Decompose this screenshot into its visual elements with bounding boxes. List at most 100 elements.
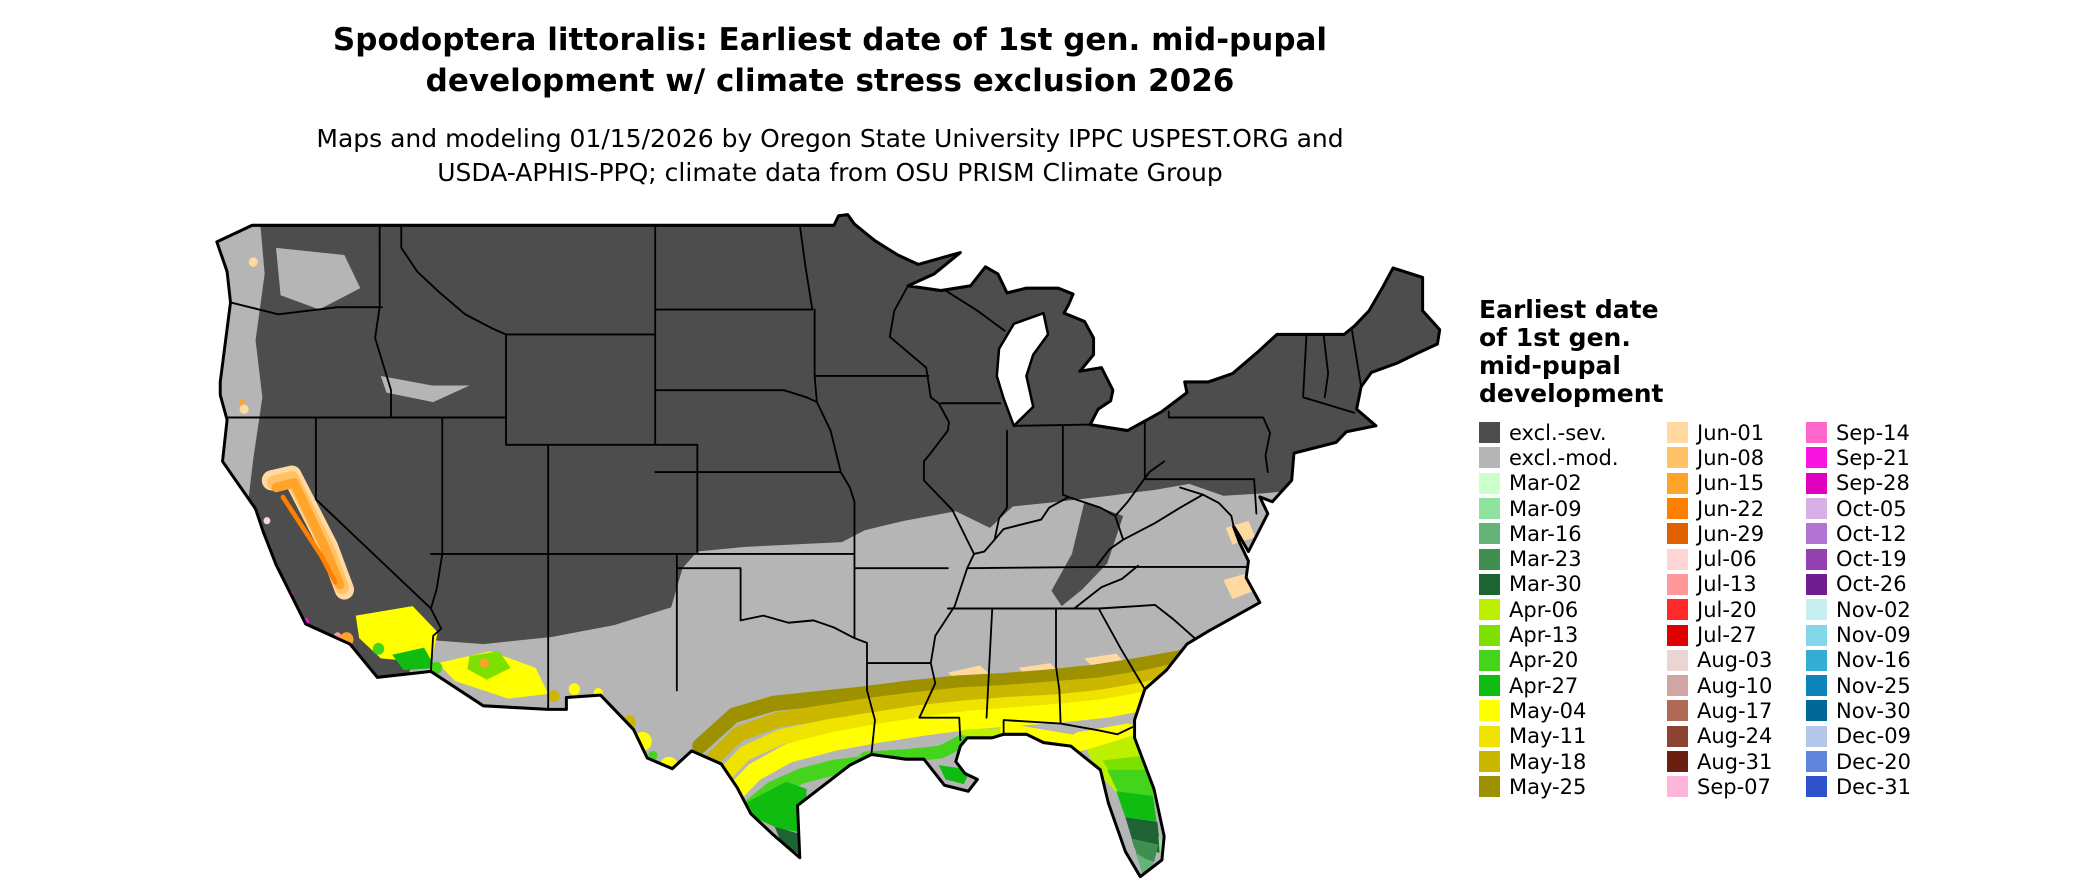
legend-label: Jun-01: [1697, 420, 1765, 445]
legend-title-line: mid-pupal: [1479, 351, 1621, 380]
legend-label: Mar-30: [1509, 572, 1582, 597]
legend-label: Oct-19: [1836, 547, 1907, 572]
legend-swatch-icon: [1806, 649, 1827, 671]
legend-swatch-icon: [1806, 751, 1827, 772]
page-subtitle: Maps and modeling 01/15/2026 by Oregon S…: [0, 122, 1660, 190]
legend-label: Mar-23: [1509, 547, 1582, 572]
legend-swatch-icon: [1806, 599, 1827, 621]
band-may04: [715, 691, 1153, 813]
legend-item: Nov-30: [1806, 698, 1911, 723]
legend-item: Nov-25: [1806, 673, 1911, 698]
legend-item: Jun-08: [1667, 445, 1772, 470]
band-may11: [708, 674, 1186, 792]
legend-item: Nov-16: [1806, 648, 1911, 673]
legend-swatch-icon: [1806, 422, 1827, 444]
legend-label: Jun-08: [1697, 445, 1765, 470]
legend-swatch-icon: [1667, 498, 1688, 520]
legend-title-line: of 1st gen.: [1479, 323, 1631, 352]
legend-swatch-icon: [1806, 725, 1827, 747]
region-fl-mar16: [1135, 852, 1154, 875]
legend-item: Oct-26: [1806, 572, 1911, 597]
legend-label: Aug-17: [1697, 698, 1773, 723]
legend-column-1: excl.-sev. excl.-mod. Mar-02 Mar-09 Mar-16 Ma…: [1479, 420, 1619, 799]
map-region-fills: [216, 214, 1440, 877]
legend-label: Oct-05: [1836, 496, 1907, 521]
legend-item: Jul-13: [1667, 572, 1772, 597]
legend-label: Aug-24: [1697, 724, 1773, 749]
band-nfl-yellow: [1070, 723, 1137, 751]
region-jun15-spot: [239, 399, 245, 406]
us-map-svg: [215, 213, 1442, 879]
legend-title: Earliest date of 1st gen. mid-pupal deve…: [1479, 296, 1664, 408]
legend-label: Sep-21: [1836, 445, 1910, 470]
legend-label: Oct-12: [1836, 521, 1907, 546]
band-ca-valley-jun22: [280, 494, 338, 585]
region-stx-mar30: [774, 826, 801, 856]
legend-label: Nov-02: [1836, 597, 1911, 622]
legend-item: Jul-06: [1667, 546, 1772, 571]
legend-swatch-icon: [1479, 599, 1500, 621]
legend-item: Aug-17: [1667, 698, 1772, 723]
legend-label: excl.-sev.: [1509, 420, 1607, 445]
legend-swatch-icon: [1479, 649, 1500, 671]
legend-item: Jun-01: [1667, 420, 1772, 445]
legend-label: Aug-31: [1697, 749, 1773, 774]
legend-swatch-icon: [1667, 422, 1688, 444]
legend-item: Apr-06: [1479, 597, 1619, 622]
legend-item: Nov-02: [1806, 597, 1911, 622]
legend-label: Apr-06: [1509, 597, 1579, 622]
legend-swatch-icon: [1806, 523, 1827, 545]
legend-item: Jun-29: [1667, 521, 1772, 546]
legend-item: Oct-12: [1806, 521, 1911, 546]
legend-swatch-icon: [1479, 675, 1500, 697]
legend-item: Jul-20: [1667, 597, 1772, 622]
legend-swatch-icon: [1667, 624, 1688, 646]
legend-label: Sep-28: [1836, 471, 1910, 496]
legend-swatch-icon: [1479, 624, 1500, 646]
legend-item: May-18: [1479, 749, 1619, 774]
legend-swatch-icon: [1667, 523, 1688, 545]
region-jun01-spot: [239, 404, 249, 414]
legend-swatch-icon: [1479, 498, 1500, 520]
legend-swatch-icon: [1667, 776, 1688, 798]
legend-swatch-icon: [1479, 573, 1500, 595]
legend-item: May-11: [1479, 724, 1619, 749]
legend-item: Aug-24: [1667, 724, 1772, 749]
legend-label: Mar-09: [1509, 496, 1582, 521]
legend-item: Jun-22: [1667, 496, 1772, 521]
legend-item: excl.-sev.: [1479, 420, 1619, 445]
legend-item: Aug-31: [1667, 749, 1772, 774]
legend-item: Dec-09: [1806, 724, 1911, 749]
legend-label: Dec-09: [1836, 724, 1911, 749]
legend-label: Nov-25: [1836, 673, 1911, 698]
legend-item: Dec-20: [1806, 749, 1911, 774]
region-phoenix-apr13: [467, 651, 511, 680]
legend-label: Jun-22: [1697, 496, 1765, 521]
legend-swatch-icon: [1479, 548, 1500, 570]
legend-label: Apr-20: [1509, 648, 1579, 673]
legend-item: Mar-30: [1479, 572, 1619, 597]
subtitle-line-1: Maps and modeling 01/15/2026 by Oregon S…: [316, 124, 1344, 153]
title-line-1: Spodoptera littoralis: Earliest date of …: [332, 22, 1328, 58]
page-title: Spodoptera littoralis: Earliest date of …: [0, 20, 1660, 102]
legend-swatch-icon: [1479, 776, 1500, 798]
legend-item: Oct-05: [1806, 496, 1911, 521]
legend-item: Dec-31: [1806, 774, 1911, 799]
legend-label: Mar-02: [1509, 471, 1582, 496]
region-imperial-apr27: [392, 647, 436, 671]
legend-swatch-icon: [1667, 751, 1688, 772]
region-snm-olive: [548, 690, 560, 703]
legend-label: Dec-31: [1836, 774, 1911, 799]
legend-swatch-icon: [1667, 725, 1688, 747]
legend-item: May-25: [1479, 774, 1619, 799]
legend-swatch-icon: [1806, 472, 1827, 494]
region-ca-jul06-speck: [263, 517, 271, 525]
legend-item: Nov-09: [1806, 622, 1911, 647]
legend-label: Apr-13: [1509, 623, 1579, 648]
legend-item: Oct-19: [1806, 546, 1911, 571]
legend-swatch-icon: [1667, 548, 1688, 570]
legend-swatch-icon: [1806, 548, 1827, 570]
legend-item: Apr-20: [1479, 648, 1619, 673]
legend-label: Nov-30: [1836, 698, 1911, 723]
legend-swatch-icon: [1806, 776, 1827, 798]
